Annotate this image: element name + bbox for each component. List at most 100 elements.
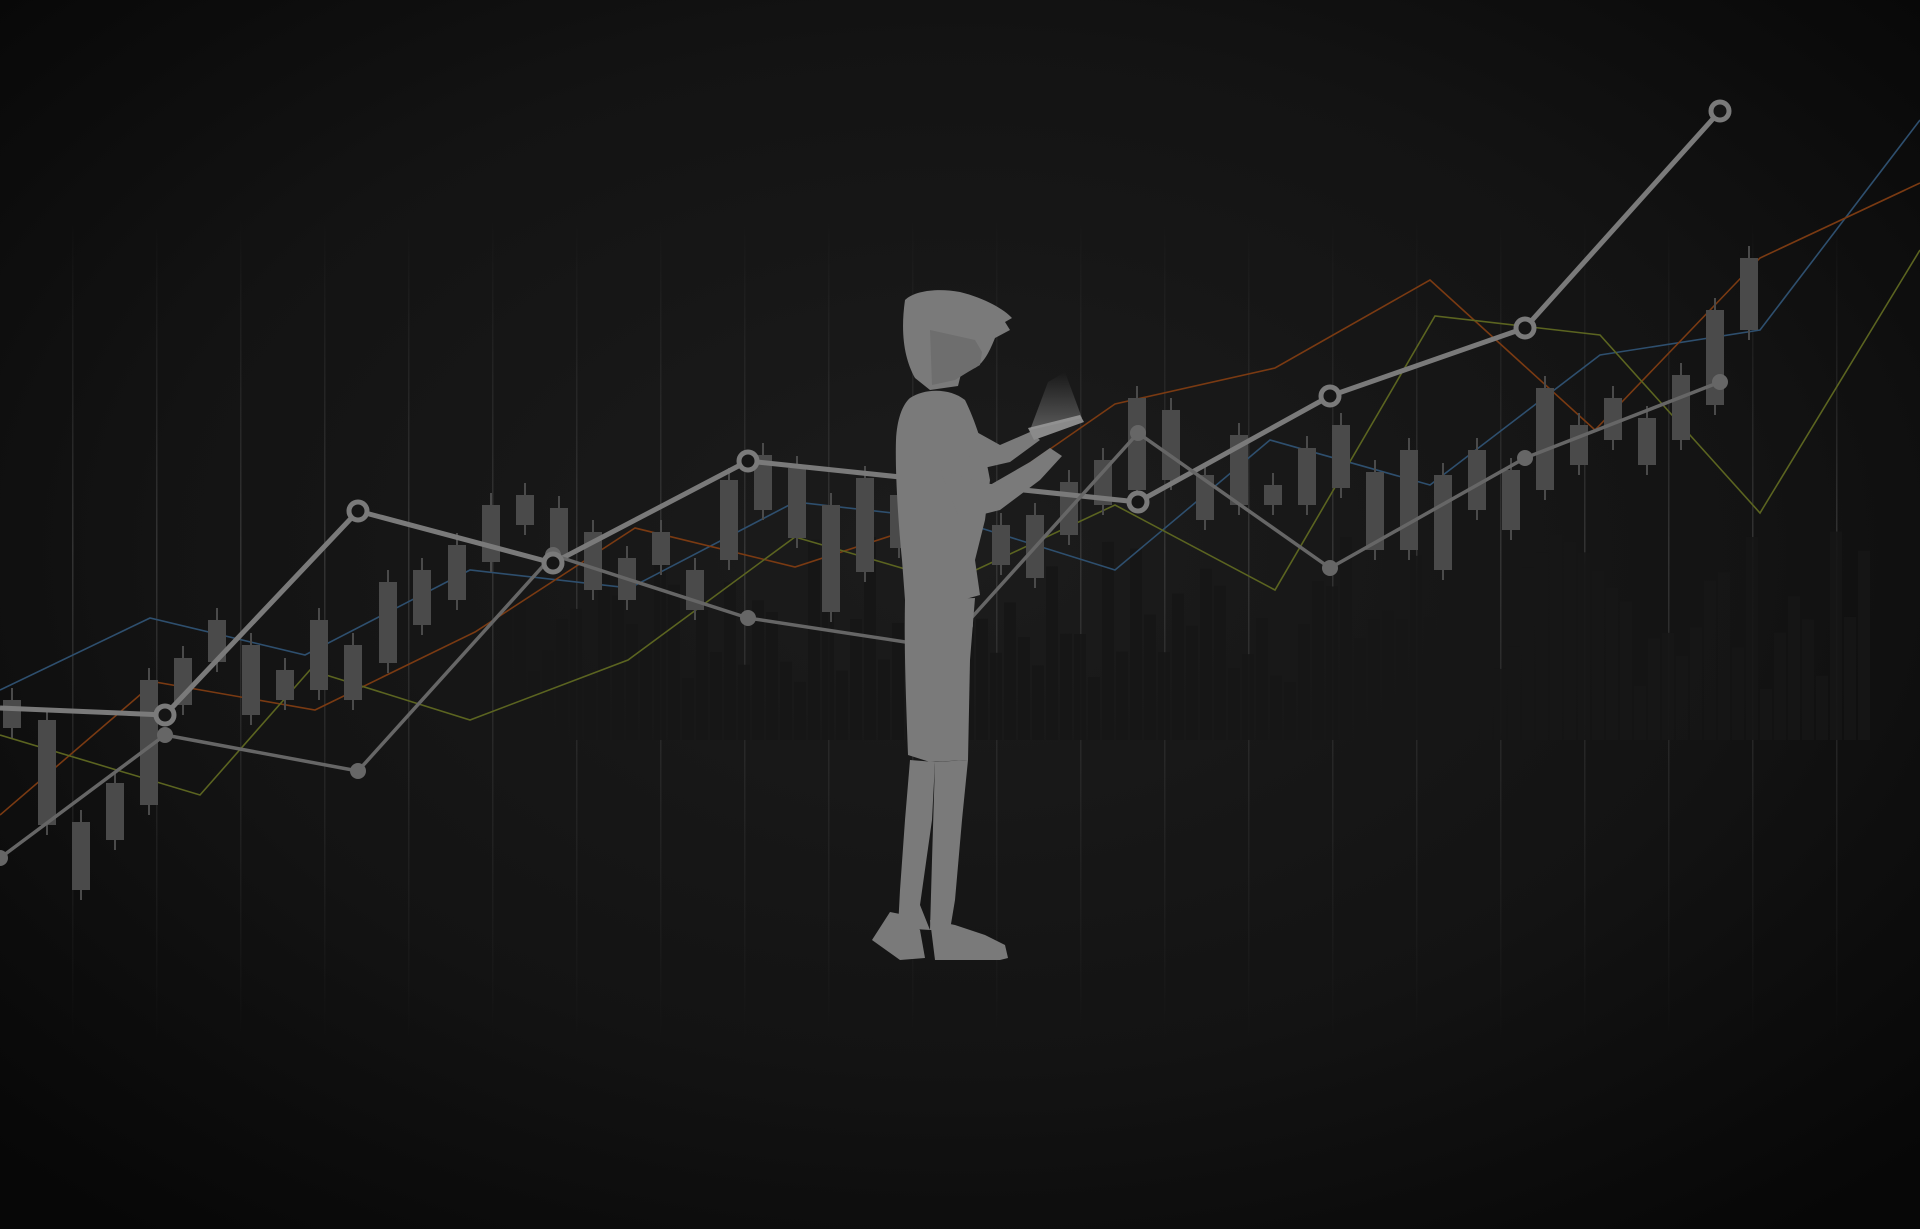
building [500, 611, 512, 740]
building [1410, 555, 1422, 740]
candle-body [1230, 435, 1248, 505]
building [542, 650, 554, 740]
main-point [541, 551, 565, 575]
candle-body [1128, 398, 1146, 490]
building [1074, 633, 1086, 740]
building [584, 677, 596, 740]
building [514, 600, 526, 740]
building [892, 622, 904, 740]
shoe-left [872, 912, 925, 960]
building [570, 608, 582, 740]
person-silhouette-icon [872, 290, 1084, 960]
building [1494, 668, 1506, 740]
candle-body [344, 645, 362, 700]
building [1858, 550, 1870, 740]
building [1578, 552, 1590, 740]
building [1774, 632, 1786, 740]
grid-line [240, 220, 242, 1040]
building [1732, 647, 1744, 740]
building [1788, 596, 1800, 740]
candle-body [1638, 418, 1656, 465]
grid-line [72, 220, 74, 1040]
candle-body [1740, 258, 1758, 330]
candle-body [106, 783, 124, 840]
building [1158, 652, 1170, 740]
tablet-icon [1028, 415, 1084, 440]
main-point [153, 703, 177, 727]
building [752, 600, 764, 740]
building [976, 618, 988, 740]
building [836, 670, 848, 740]
building [598, 549, 610, 740]
candle-body [516, 495, 534, 525]
secondary-point [350, 763, 366, 779]
building [1032, 665, 1044, 740]
building [1466, 652, 1478, 740]
leg-left [898, 760, 935, 930]
building [1564, 541, 1576, 740]
building [1690, 627, 1702, 740]
building [766, 612, 778, 740]
building [682, 677, 694, 740]
candle-body [1196, 475, 1214, 520]
candle-body [1094, 460, 1112, 505]
building [1382, 610, 1394, 740]
building [878, 659, 890, 740]
building [1088, 677, 1100, 740]
building [1060, 633, 1072, 740]
building [1550, 535, 1562, 740]
building [724, 582, 736, 740]
building [1592, 570, 1604, 740]
secondary-point [0, 850, 8, 866]
tablet-glow [1030, 372, 1082, 430]
candle-body [242, 645, 260, 715]
building [1256, 617, 1268, 740]
building [1844, 616, 1856, 740]
building [612, 595, 624, 740]
candle-body [1298, 448, 1316, 505]
building [1704, 580, 1716, 740]
candle-body [379, 582, 397, 663]
main-point [1708, 99, 1732, 123]
candle-body [1264, 485, 1282, 505]
building [1718, 572, 1730, 740]
main-point [1126, 490, 1150, 514]
secondary-trend-line-left [0, 553, 926, 860]
building [696, 610, 708, 740]
candle-body [1434, 475, 1452, 570]
building [1760, 688, 1772, 740]
shoe-right [930, 920, 1008, 960]
candle-body [1400, 450, 1418, 550]
candle-body [1706, 310, 1724, 405]
grid-line [996, 220, 998, 1040]
shorts [904, 598, 975, 762]
main-point [346, 499, 370, 523]
building [710, 652, 722, 740]
building [1424, 617, 1436, 740]
building [990, 652, 1002, 740]
building [1200, 568, 1212, 740]
secondary-point [1712, 374, 1728, 390]
building [654, 564, 666, 740]
building [1620, 601, 1632, 740]
candle-body [754, 455, 772, 510]
candle-body [1604, 398, 1622, 440]
grid-line [408, 220, 410, 1040]
building [1284, 682, 1296, 740]
building [668, 584, 680, 740]
secondary-point [1322, 560, 1338, 576]
candle-body [72, 822, 90, 890]
candle-body [1332, 425, 1350, 488]
building [1648, 638, 1660, 740]
candle-body [482, 505, 500, 562]
city-skyline-icon [500, 392, 1870, 740]
candle-body [720, 480, 738, 560]
main-point [736, 449, 760, 473]
tower-spire [1446, 392, 1452, 412]
building [808, 539, 820, 740]
building [1312, 581, 1324, 740]
candle-body [3, 700, 21, 728]
building [1298, 624, 1310, 740]
candle-body [1672, 375, 1690, 440]
building [556, 619, 568, 740]
